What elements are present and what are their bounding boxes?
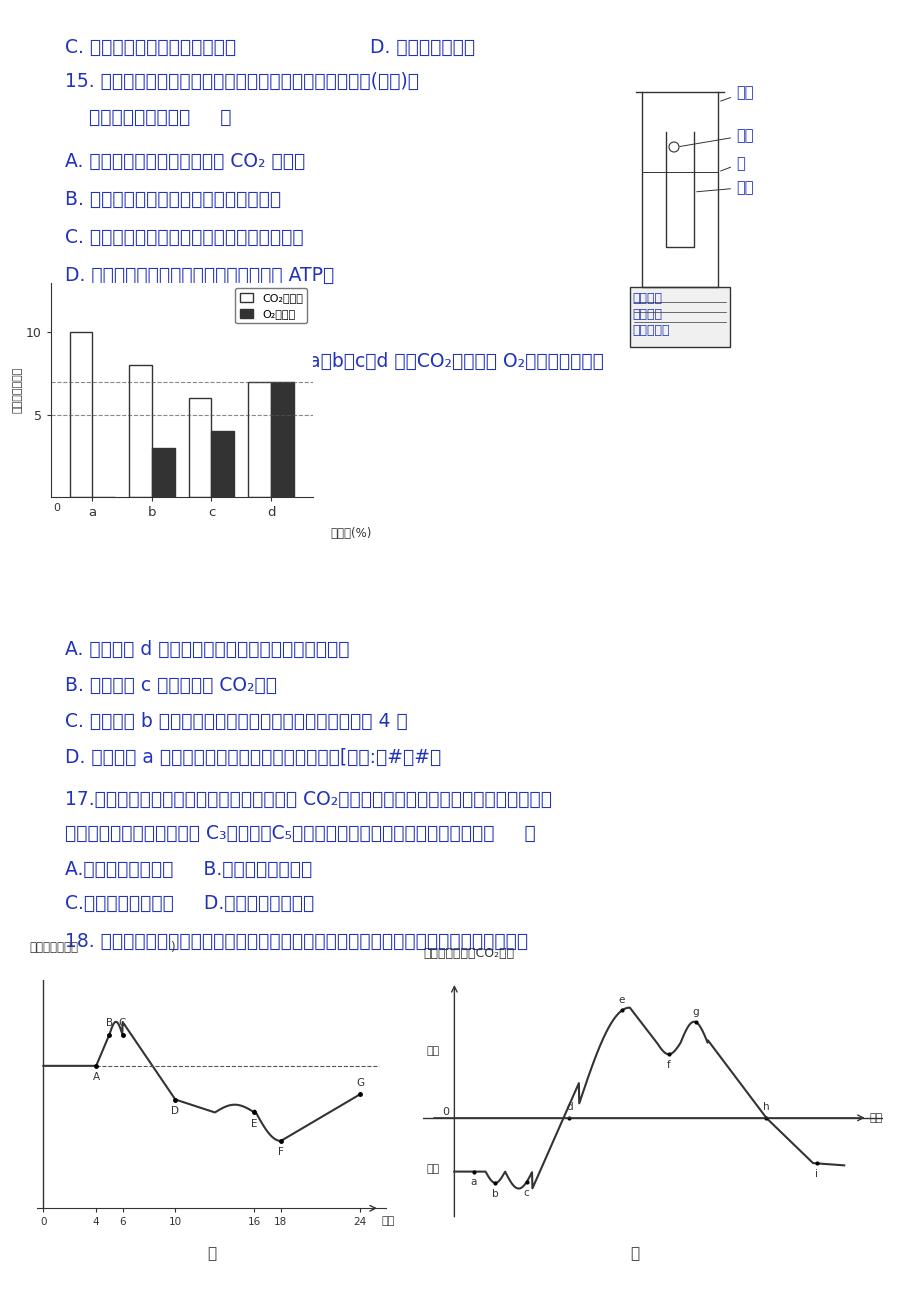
Bar — [211, 431, 233, 497]
Bar — [70, 332, 92, 497]
Text: 乙: 乙 — [630, 1246, 639, 1262]
Bar — [129, 365, 152, 497]
Text: D. 被分解的葡萄糖中的能量一部分转移至 ATP，: D. 被分解的葡萄糖中的能量一部分转移至 ATP， — [65, 266, 334, 285]
Text: d: d — [565, 1103, 572, 1112]
Text: 15. 某兴趣小组在室温下进行了酵母菌无氧呼吸的探究实验(如图)。: 15. 某兴趣小组在室温下进行了酵母菌无氧呼吸的探究实验(如图)。 — [65, 72, 418, 91]
Text: 试管: 试管 — [720, 85, 753, 102]
Text: F: F — [278, 1147, 283, 1157]
Text: C: C — [119, 1018, 126, 1029]
Text: A. 氧浓度为 d 时贮藏的该植物非绿色器官不产生酒精: A. 氧浓度为 d 时贮藏的该植物非绿色器官不产生酒精 — [65, 641, 349, 659]
Text: 低水平，此时叶肉细胞内的 C₃化合物、C₅化合物和还原氢含量的变化情况依次是（     ）: 低水平，此时叶肉细胞内的 C₃化合物、C₅化合物和还原氢含量的变化情况依次是（ … — [65, 824, 535, 842]
Text: i: i — [814, 1169, 818, 1180]
Text: 氧浓度(%): 氧浓度(%) — [330, 527, 371, 540]
Text: B. 试管中加水的主要目的是制造无氧环境: B. 试管中加水的主要目的是制造无氧环境 — [65, 190, 281, 210]
Text: C.下降；上升；下降     D.下降；上升；上升: C.下降；上升；下降 D.下降；上升；上升 — [65, 894, 314, 913]
Text: C. 一定不是产生酒精的无氧呼吸: C. 一定不是产生酒精的无氧呼吸 — [65, 38, 236, 57]
Text: h: h — [762, 1103, 768, 1112]
Bar — [152, 448, 175, 497]
Text: 甲: 甲 — [207, 1246, 216, 1262]
Legend: CO₂释放量, O₂吸收量: CO₂释放量, O₂吸收量 — [235, 288, 307, 323]
Polygon shape — [630, 286, 729, 348]
Text: 其余的都存留在酒精中: 其余的都存留在酒精中 — [65, 302, 201, 322]
Text: B: B — [106, 1018, 113, 1029]
Text: c: c — [523, 1187, 528, 1198]
Text: g: g — [692, 1006, 698, 1017]
Text: 下列分析错误的是（     ）: 下列分析错误的是（ ） — [65, 108, 232, 128]
Text: D. 一定是无氧呼吸: D. 一定是无氧呼吸 — [369, 38, 474, 57]
Text: 酵母菌和: 酵母菌和 — [631, 309, 662, 322]
Text: 0: 0 — [53, 503, 61, 513]
Text: 释放: 释放 — [425, 1164, 439, 1173]
Text: A.上升；下降；上升     B.上升；下降；下降: A.上升；下降；上升 B.上升；下降；下降 — [65, 861, 312, 879]
Text: 17.将植物栽培在适宜的光照、温度和充足的 CO₂条件下。如果将环境中光照含量突然降至极: 17.将植物栽培在适宜的光照、温度和充足的 CO₂条件下。如果将环境中光照含量突… — [65, 790, 551, 809]
Text: C. 若试管中的水换成冷水，气泡释放速率下降: C. 若试管中的水换成冷水，气泡释放速率下降 — [65, 228, 303, 247]
Bar — [271, 381, 293, 497]
Text: 18. 将一植株放在密闭玻璃罩内，置于室外一昼夜，获得实验结果如图所示。下列有关说法: 18. 将一植株放在密闭玻璃罩内，置于室外一昼夜，获得实验结果如图所示。下列有关… — [65, 932, 528, 950]
Text: a: a — [471, 1177, 477, 1187]
Text: 时间: 时间 — [380, 1216, 394, 1225]
Text: D. 氧浓度为 a 时，只有无氧呼吸，不存在有氧呼吸[来源:学#科#网: D. 氧浓度为 a 时，只有无氧呼吸，不存在有氧呼吸[来源:学#科#网 — [65, 749, 441, 767]
Y-axis label: 气体交换相对值: 气体交换相对值 — [13, 367, 23, 413]
Text: C. 氧浓度为 b 时，无氧呼吸消耗葡萄糖的量是有氧呼吸的 4 倍: C. 氧浓度为 b 时，无氧呼吸消耗葡萄糖的量是有氧呼吸的 4 倍 — [65, 712, 407, 730]
Text: A: A — [93, 1073, 99, 1082]
Text: 滴管: 滴管 — [696, 180, 753, 195]
Text: f: f — [666, 1060, 670, 1070]
Text: 金属笼圈: 金属笼圈 — [631, 292, 662, 305]
Bar — [248, 381, 271, 497]
Text: 时间: 时间 — [868, 1113, 882, 1122]
Text: 气泡: 气泡 — [679, 128, 753, 147]
Text: 玻璃罩里的浓度: 玻璃罩里的浓度 — [29, 941, 79, 954]
Text: 下列叙述错误的是（     ）: 下列叙述错误的是（ ） — [65, 385, 208, 404]
Bar — [188, 398, 211, 497]
Text: 水: 水 — [720, 156, 744, 171]
Text: 植物吸收或释放CO₂速率: 植物吸收或释放CO₂速率 — [423, 947, 514, 960]
Text: 吸收: 吸收 — [425, 1047, 439, 1056]
Text: ): ) — [169, 941, 174, 954]
Text: 葡萄糖溶液: 葡萄糖溶液 — [631, 324, 669, 337]
Text: A. 滴管中冒出气泡是反应产生 CO₂ 的结果: A. 滴管中冒出气泡是反应产生 CO₂ 的结果 — [65, 152, 305, 171]
Text: B. 氧浓度为 c 时，释放的 CO₂最少: B. 氧浓度为 c 时，释放的 CO₂最少 — [65, 676, 277, 695]
Text: G: G — [356, 1078, 364, 1088]
Text: E: E — [251, 1118, 257, 1129]
Text: D: D — [171, 1105, 179, 1116]
Text: 0: 0 — [442, 1107, 449, 1117]
Text: e: e — [618, 995, 625, 1005]
Text: 16. 下图表示某植物的非绿色器官在氧浓度为 a、b、c、d 时，CO₂释放量和 O₂吸收量的变化。: 16. 下图表示某植物的非绿色器官在氧浓度为 a、b、c、d 时，CO₂释放量和… — [65, 352, 603, 371]
Text: b: b — [492, 1189, 498, 1199]
